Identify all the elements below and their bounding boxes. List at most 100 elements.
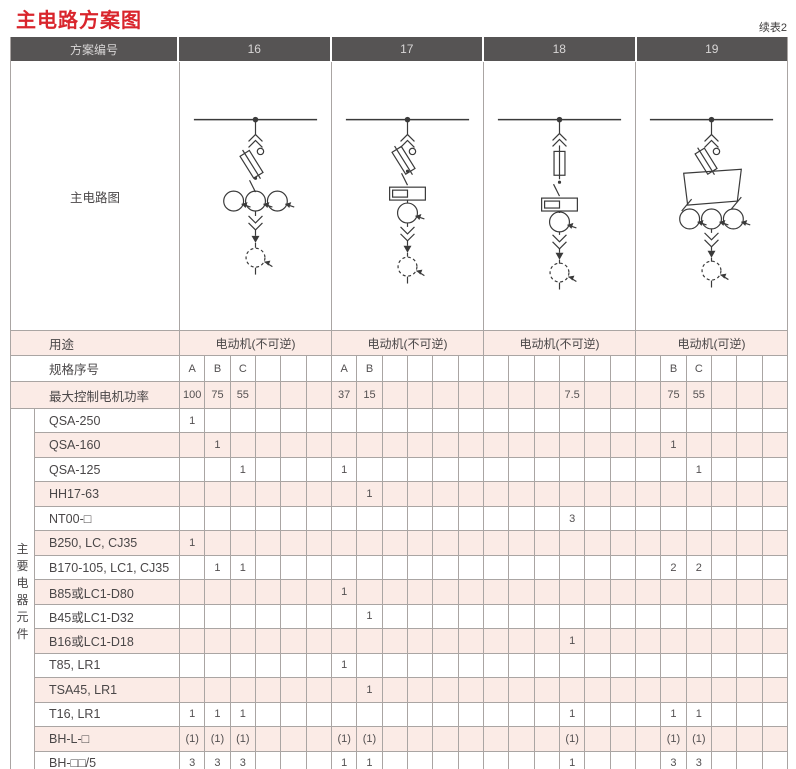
component-qty-column: 1 — [179, 531, 331, 555]
component-qty-cell — [484, 482, 508, 505]
component-qty-cell — [305, 580, 331, 604]
spec-cell — [609, 356, 635, 381]
component-qty-cell — [710, 482, 736, 506]
motor-circle — [397, 256, 418, 277]
components-side-label: 主 要 电 器 元 件 — [11, 409, 34, 769]
component-qty-cell — [710, 702, 736, 727]
spec-cell: B — [660, 356, 685, 381]
component-qty-cell — [533, 433, 559, 457]
component-name: B250, LC, CJ35 — [34, 531, 179, 555]
component-qty-cell — [406, 727, 432, 751]
power-cell — [381, 382, 407, 408]
component-qty-column — [483, 604, 635, 629]
component-qty-cell — [332, 703, 356, 726]
component-qty-cell — [533, 409, 559, 433]
component-qty-cell — [508, 653, 533, 678]
page-title: 主电路方案图 — [16, 10, 142, 32]
component-qty-cell — [332, 678, 356, 701]
component-qty-cell — [280, 604, 305, 629]
component-row: HH17-63 1 — [34, 481, 787, 506]
component-name: BH-L-□ — [34, 727, 179, 751]
component-qty-cell — [584, 482, 609, 506]
component-qty-cell — [736, 580, 761, 604]
component-qty-cell: (1) — [685, 727, 711, 751]
component-qty-column — [179, 580, 331, 604]
component-qty-cell — [685, 409, 711, 433]
reversing-contactor-icon — [683, 168, 742, 206]
component-qty-cell — [761, 629, 787, 653]
component-qty-cell — [508, 531, 533, 555]
component-qty-column: 1 — [331, 653, 483, 678]
power-cell — [254, 382, 280, 408]
ct-circle — [266, 190, 288, 212]
component-qty-cell — [381, 751, 407, 769]
component-qty-column: (1) (1) (1) — [179, 727, 331, 751]
drawout-contact-icon — [400, 226, 415, 242]
component-qty-cell — [280, 727, 305, 751]
circuit-diagram-19 — [635, 62, 787, 330]
component-qty-cell — [432, 555, 457, 580]
drawout-contact-icon — [704, 133, 719, 148]
component-qty-cell: 1 — [558, 751, 584, 769]
header-scheme-number: 19 — [705, 42, 719, 56]
component-qty-cell — [254, 482, 280, 506]
component-qty-cell — [381, 702, 407, 727]
component-qty-cell — [229, 604, 255, 629]
component-qty-column — [179, 482, 331, 506]
spec-cell — [305, 356, 331, 381]
diagram-row-label: 主电路图 — [69, 190, 120, 205]
fuse-switch-icon — [391, 145, 416, 176]
component-qty-cell: 2 — [685, 555, 711, 580]
component-qty-column: 3 — [483, 506, 635, 531]
component-qty-cell — [636, 458, 660, 481]
plug-arrow-icon — [403, 245, 412, 253]
component-qty-column — [331, 555, 483, 580]
spec-cell — [533, 356, 559, 381]
component-qty-cell — [254, 629, 280, 653]
component-qty-cell — [660, 457, 685, 482]
component-qty-cell — [280, 482, 305, 506]
component-qty-cell — [609, 482, 635, 506]
component-row: T16, LR1 1 1 1 1 1 1 — [34, 701, 787, 727]
power-column: 7.5 — [483, 382, 635, 408]
component-qty-cell — [736, 409, 761, 433]
component-row: TSA45, LR1 1 — [34, 677, 787, 702]
component-qty-cell — [457, 580, 483, 604]
component-qty-cell: 1 — [204, 702, 229, 727]
component-qty-cell — [609, 751, 635, 769]
component-qty-cell: 1 — [204, 555, 229, 580]
component-qty-cell — [254, 580, 280, 604]
component-qty-cell — [457, 506, 483, 531]
component-qty-cell: 3 — [660, 751, 685, 769]
component-qty-cell: 1 — [356, 482, 381, 506]
component-qty-cell — [685, 482, 711, 506]
component-qty-cell — [609, 555, 635, 580]
component-qty-cell — [254, 727, 280, 751]
component-qty-cell — [710, 433, 736, 457]
component-qty-cell — [736, 482, 761, 506]
component-qty-cell — [484, 752, 508, 769]
component-qty-cell — [204, 580, 229, 604]
component-qty-column — [635, 580, 787, 604]
component-qty-cell — [180, 482, 204, 505]
component-qty-cell — [254, 751, 280, 769]
component-qty-cell — [558, 409, 584, 433]
component-qty-cell — [254, 457, 280, 482]
component-qty-cell — [710, 506, 736, 531]
component-qty-column: 1 — [331, 482, 483, 506]
component-qty-cell — [558, 531, 584, 555]
component-qty-cell — [457, 409, 483, 433]
spec-column — [483, 356, 635, 381]
component-qty-cell — [736, 433, 761, 457]
circuit-diagram-17 — [331, 62, 483, 330]
component-qty-cell — [229, 482, 255, 506]
component-qty-cell: 2 — [660, 555, 685, 580]
switch-contact-icon — [553, 183, 561, 197]
component-qty-cell — [660, 580, 685, 604]
component-qty-cell — [484, 409, 508, 432]
component-qty-column — [179, 653, 331, 678]
component-qty-cell — [280, 409, 305, 433]
fuse-switch-icon — [239, 149, 264, 179]
component-qty-cell — [584, 653, 609, 678]
component-qty-cell — [484, 433, 508, 456]
